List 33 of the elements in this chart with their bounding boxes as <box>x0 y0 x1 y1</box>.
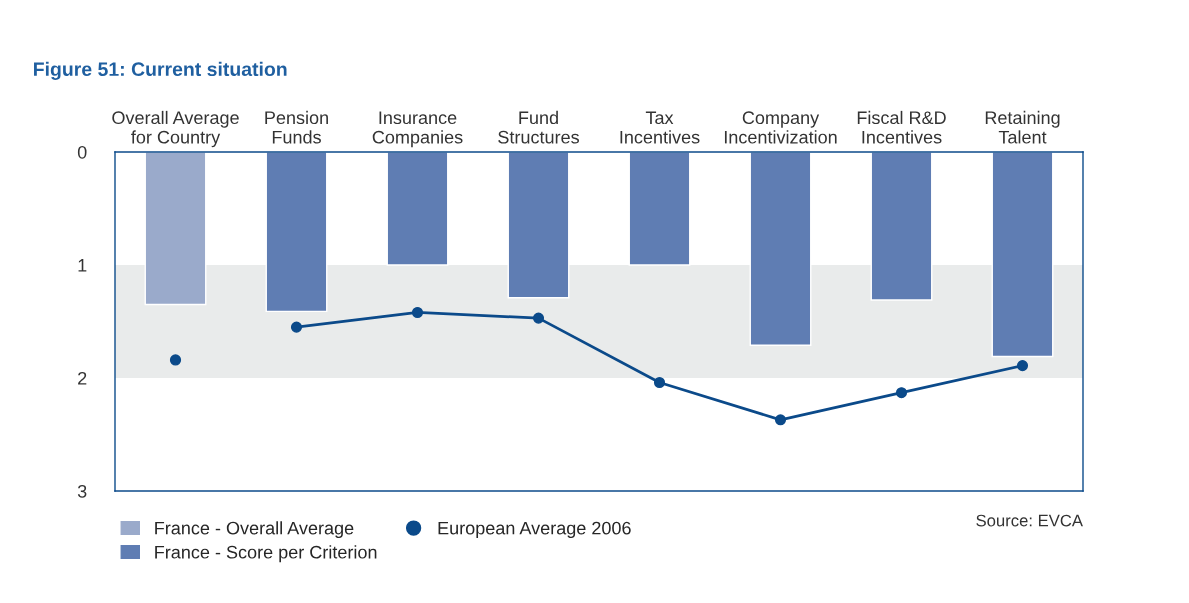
x-tick-label: Insurance Companies <box>372 111 463 148</box>
point <box>411 306 424 319</box>
x-tick-label: Overall Average for Country <box>112 110 239 148</box>
x-tick-label: Company Incentivization <box>724 111 837 144</box>
bar <box>749 152 812 346</box>
legend-label: France - Score per Criterion <box>155 545 377 563</box>
x-tick-label: Fund Structures <box>498 110 579 144</box>
bar <box>144 152 207 306</box>
point <box>169 354 182 366</box>
bar <box>628 152 691 266</box>
bar <box>265 152 328 313</box>
x-tick-label: Tax Incentives <box>620 111 700 144</box>
x-tick-label: Pension Funds <box>265 110 328 144</box>
y-tick-label: 2 <box>78 371 87 385</box>
x-tick-label: Retaining Talent <box>985 110 1060 144</box>
source-note: Source: EVCA <box>976 514 1083 527</box>
bar <box>386 152 449 266</box>
legend-label: European Average 2006 <box>438 521 631 539</box>
y-tick-label: 0 <box>77 145 87 159</box>
bar <box>870 152 933 301</box>
y-tick-label: 3 <box>77 484 87 498</box>
legend-label: France - Overall Average <box>155 521 354 539</box>
bar <box>991 152 1054 358</box>
point <box>532 312 545 324</box>
bar <box>507 152 570 299</box>
chart-title: Figure 51: Current situation <box>34 61 287 80</box>
point <box>895 387 908 399</box>
x-tick-label: Fiscal R&D Incentives <box>857 110 946 144</box>
point <box>653 376 666 389</box>
point <box>774 414 787 426</box>
point <box>1016 360 1029 372</box>
y-tick-label: 1 <box>78 259 87 272</box>
point <box>290 321 303 333</box>
